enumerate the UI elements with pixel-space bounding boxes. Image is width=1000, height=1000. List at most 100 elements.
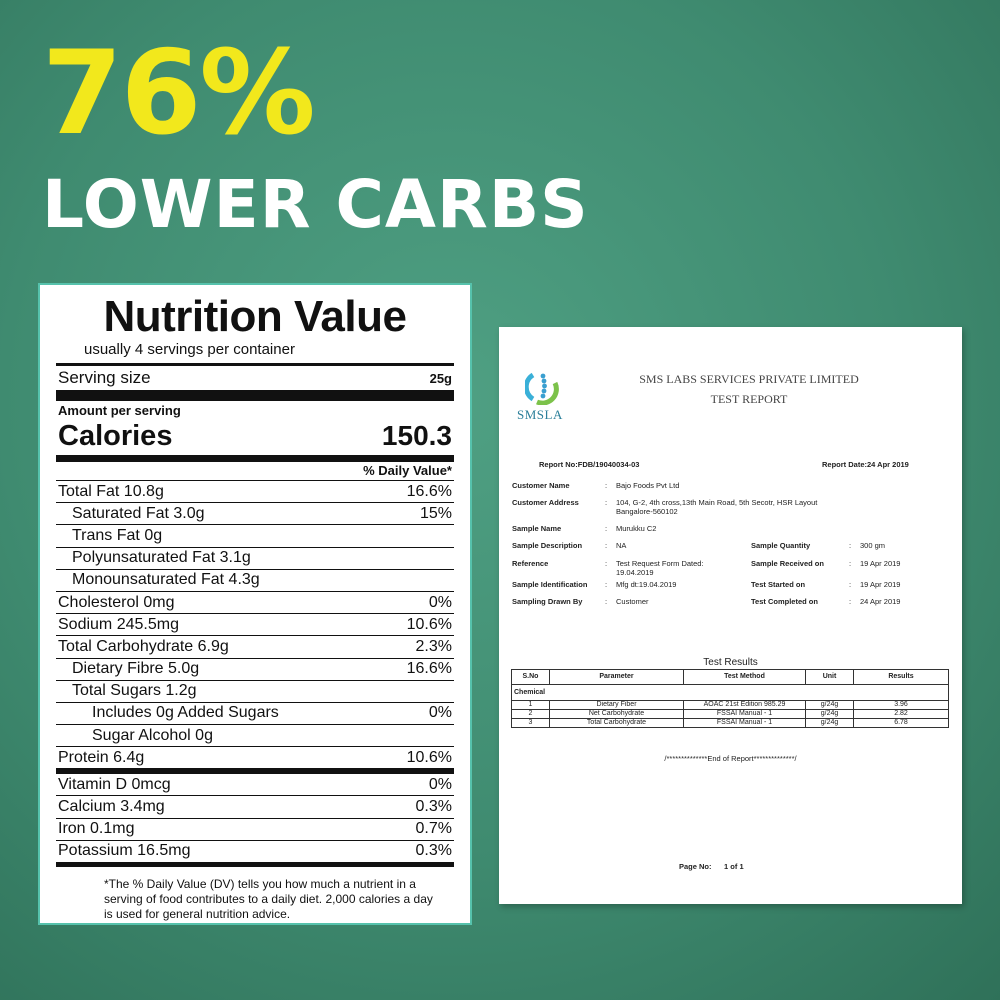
sample-quantity-label: Sample Quantity xyxy=(751,541,811,550)
calories-value: 150.3 xyxy=(381,420,452,451)
cell-result: 2.82 xyxy=(853,709,949,719)
nutrient-row: Vitamin D 0mcg 0% xyxy=(56,774,454,797)
nutrient-row: Saturated Fat 3.0g 15% xyxy=(56,503,454,526)
nutrient-dv: 10.6% xyxy=(406,615,452,633)
sample-received: 19 Apr 2019 xyxy=(860,559,901,568)
nutrient-name: Sodium 245.5mg xyxy=(58,615,179,633)
nutrient-row: Total Carbohydrate 6.9g 2.3% xyxy=(56,636,454,659)
test-completed: 24 Apr 2019 xyxy=(860,597,901,606)
nutrient-name: Monounsaturated Fat 4.3g xyxy=(72,571,260,589)
calories-row: Calories 150.3 xyxy=(56,419,454,453)
colon: : xyxy=(605,481,608,490)
nutrient-row: Sugar Alcohol 0g xyxy=(56,725,454,748)
colon: : xyxy=(605,498,608,507)
nutrient-name: Iron 0.1mg xyxy=(58,820,135,838)
thick-divider xyxy=(56,390,454,401)
nutrient-dv: 0.3% xyxy=(415,842,452,860)
table-row: 1 Dietary Fiber AOAC 21st Edition 985.29… xyxy=(511,700,949,710)
calories-label: Calories xyxy=(58,420,173,452)
nutrient-dv: 15% xyxy=(419,504,452,522)
customer-name-label: Customer Name xyxy=(512,481,570,490)
lab-test-report: SMSLA SMS LABS SERVICES PRIVATE LIMITED … xyxy=(499,327,962,904)
sampling-drawn: Customer xyxy=(616,597,649,606)
nutrient-name: Cholesterol 0mg xyxy=(58,593,175,611)
reference-label: Reference xyxy=(512,559,549,568)
sample-identification-label: Sample Identification xyxy=(512,580,588,589)
nutrient-name: Total Fat 10.8g xyxy=(58,482,164,500)
report-title: TEST REPORT xyxy=(710,392,788,406)
nutrient-name: Trans Fat 0g xyxy=(72,526,163,544)
cell-result: 6.78 xyxy=(853,718,949,728)
nutrient-row: Total Sugars 1.2g xyxy=(56,681,454,703)
cell-parameter: Net Carbohydrate xyxy=(549,709,684,719)
cell-method: FSSAI Manual - 1 xyxy=(683,718,806,728)
cell-parameter: Dietary Fiber xyxy=(549,700,684,710)
nutrient-dv: 2.3% xyxy=(415,637,452,655)
sample-description-label: Sample Description xyxy=(512,541,583,550)
nutrient-name: Protein 6.4g xyxy=(58,748,145,766)
column-header: S.No xyxy=(511,669,550,685)
nutrition-title: Nutrition Value xyxy=(103,292,407,341)
nutrient-row: Protein 6.4g 10.6% xyxy=(56,747,454,775)
nutrient-dv: 0% xyxy=(428,593,452,611)
nutrient-dv: 16.6% xyxy=(406,660,452,678)
nutrient-row: Includes 0g Added Sugars 0% xyxy=(56,703,454,726)
logo-text: SMSLA xyxy=(517,407,563,422)
nutrient-row: Cholesterol 0mg 0% xyxy=(56,592,454,615)
sample-name: Murukku C2 xyxy=(616,524,657,533)
nutrient-row: Calcium 3.4mg 0.3% xyxy=(56,796,454,819)
cell-method: FSSAI Manual - 1 xyxy=(683,709,806,719)
customer-name: Bajo Foods Pvt Ltd xyxy=(616,481,680,490)
page-number: Page No: 1 of 1 xyxy=(679,862,744,871)
nutrient-dv: 0.3% xyxy=(415,798,452,816)
nutrient-name: Calcium 3.4mg xyxy=(58,798,165,816)
test-results-title: Test Results xyxy=(703,657,758,668)
nutrient-name: Total Carbohydrate 6.9g xyxy=(58,637,229,655)
section-label: Chemical xyxy=(511,684,949,701)
customer-address: 104, G-2, 4th cross,13th Main Road, 5th … xyxy=(616,498,818,516)
table-row: 2 Net Carbohydrate FSSAI Manual - 1 g/24… xyxy=(511,709,949,719)
nutrient-name: Total Sugars 1.2g xyxy=(72,682,197,700)
cell-unit: g/24g xyxy=(805,709,854,719)
nutrient-dv: 0.7% xyxy=(415,820,452,838)
cell-unit: g/24g xyxy=(805,700,854,710)
sample-identification: Mfg dt:19.04.2019 xyxy=(616,580,677,589)
colon: : xyxy=(605,541,608,550)
servings-per-container: usually 4 servings per container xyxy=(84,341,295,358)
nutrient-row: Iron 0.1mg 0.7% xyxy=(56,819,454,841)
reference: Test Request Form Dated: 19.04.2019 xyxy=(616,559,704,577)
colon: : xyxy=(849,597,852,606)
test-started-label: Test Started on xyxy=(751,580,806,589)
colon: : xyxy=(605,597,608,606)
nutrient-row: Trans Fat 0g xyxy=(56,525,454,548)
daily-value-header: % Daily Value* xyxy=(56,462,454,481)
spine-logo-icon xyxy=(525,372,559,405)
column-header: Results xyxy=(853,669,949,685)
colon: : xyxy=(605,580,608,589)
cell-unit: g/24g xyxy=(805,718,854,728)
column-header: Unit xyxy=(805,669,854,685)
table-section-row: Chemical xyxy=(511,684,949,701)
end-of-report: /**************End of Report************… xyxy=(664,754,797,763)
sample-quantity: 300 gm xyxy=(860,541,886,550)
cell-parameter: Total Carbohydrate xyxy=(549,718,684,728)
headline-text: LOWER CARBS xyxy=(42,166,589,243)
nutrient-name: Saturated Fat 3.0g xyxy=(72,504,205,522)
nutrient-dv: 10.6% xyxy=(406,748,452,766)
nutrient-row: Dietary Fibre 5.0g 16.6% xyxy=(56,659,454,681)
test-completed-label: Test Completed on xyxy=(751,597,818,606)
report-number: Report No:FDB/19040034-03 xyxy=(539,460,640,469)
nutrition-panel: Nutrition Value usually 4 servings per c… xyxy=(38,283,472,925)
daily-value-footnote: *The % Daily Value (DV) tells you how mu… xyxy=(104,876,433,921)
nutrient-name: Dietary Fibre 5.0g xyxy=(72,660,200,678)
serving-size-value: 25g xyxy=(429,371,452,386)
divider xyxy=(56,363,454,366)
column-header: Test Method xyxy=(683,669,806,685)
nutrient-name: Potassium 16.5mg xyxy=(58,842,191,860)
nutrient-dv: 16.6% xyxy=(406,482,452,500)
sample-description: NA xyxy=(616,541,627,550)
nutrient-dv: 0% xyxy=(428,775,452,793)
lab-company-name: SMS LABS SERVICES PRIVATE LIMITED xyxy=(639,372,859,386)
nutrient-row: Potassium 16.5mg 0.3% xyxy=(56,841,454,867)
report-date: Report Date:24 Apr 2019 xyxy=(822,460,909,469)
